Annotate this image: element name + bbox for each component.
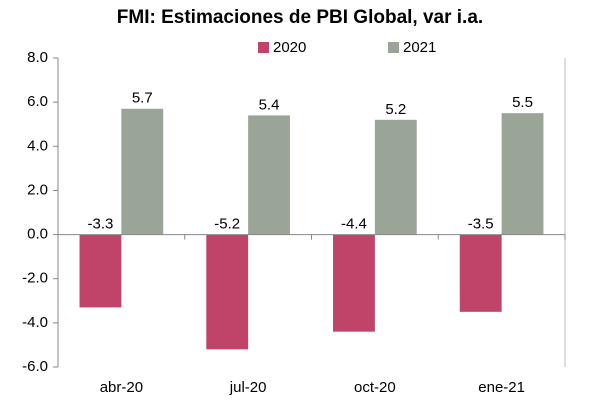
value-label: 5.7 (132, 90, 153, 107)
value-label: 5.5 (512, 94, 533, 111)
y-tick-label: 4.0 (27, 137, 48, 154)
bar (459, 234, 502, 312)
y-tick-label: -2.0 (22, 270, 48, 287)
chart-title: FMI: Estimaciones de PBI Global, var i.a… (117, 7, 483, 28)
x-tick-label: ene-21 (478, 379, 525, 396)
value-label: -3.5 (468, 216, 494, 233)
value-label: -3.3 (88, 216, 114, 233)
legend-swatch (258, 42, 269, 53)
legend-label: 2021 (403, 39, 436, 56)
bar (248, 115, 290, 235)
value-label: 5.4 (259, 96, 280, 113)
value-label: -5.2 (214, 216, 240, 233)
legend-swatch (388, 42, 399, 53)
y-tick-label: 2.0 (27, 181, 48, 198)
y-tick-label: 0.0 (27, 226, 48, 243)
y-tick-label: 6.0 (27, 93, 48, 110)
y-tick-label: -6.0 (22, 358, 48, 375)
x-tick-label: oct-20 (354, 379, 396, 396)
bar (121, 108, 164, 235)
value-label: 5.2 (385, 101, 406, 118)
bar (79, 234, 122, 308)
value-label: -4.4 (341, 216, 367, 233)
bar (333, 234, 375, 332)
y-tick-label: -4.0 (22, 314, 48, 331)
legend-label: 2020 (273, 39, 306, 56)
y-tick-label: 8.0 (27, 49, 48, 66)
x-tick-label: jul-20 (229, 379, 267, 396)
bar (501, 113, 544, 235)
x-tick-label: abr-20 (100, 379, 143, 396)
bar (206, 234, 249, 350)
bar (374, 119, 417, 235)
